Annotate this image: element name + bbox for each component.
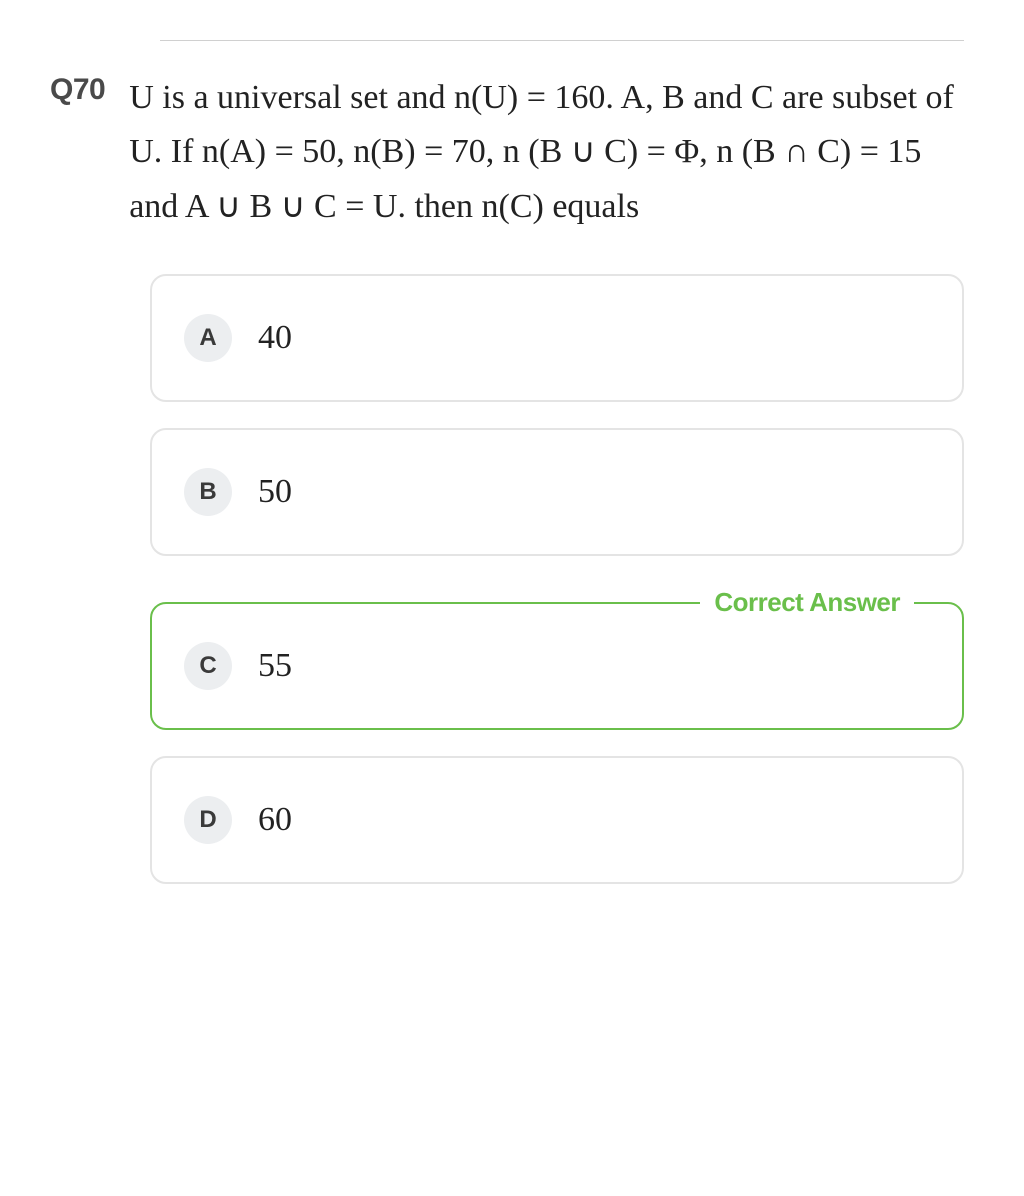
option-text: 50 — [258, 473, 292, 511]
option-a[interactable]: A 40 — [150, 274, 964, 402]
correct-answer-label: Correct Answer — [700, 587, 914, 618]
option-letter: D — [184, 796, 232, 844]
option-d[interactable]: D 60 — [150, 756, 964, 884]
question-text: U is a universal set and n(U) = 160. A, … — [129, 71, 964, 234]
option-b[interactable]: B 50 — [150, 428, 964, 556]
option-text: 60 — [258, 801, 292, 839]
divider — [160, 40, 964, 41]
options-list: A 40 B 50 Correct Answer C 55 D 60 — [30, 274, 994, 884]
option-letter: A — [184, 314, 232, 362]
question-block: Q70 U is a universal set and n(U) = 160.… — [30, 71, 994, 234]
option-text: 55 — [258, 647, 292, 685]
option-letter: C — [184, 642, 232, 690]
option-letter: B — [184, 468, 232, 516]
option-c[interactable]: Correct Answer C 55 — [150, 602, 964, 730]
option-text: 40 — [258, 319, 292, 357]
question-number: Q70 — [50, 71, 105, 107]
